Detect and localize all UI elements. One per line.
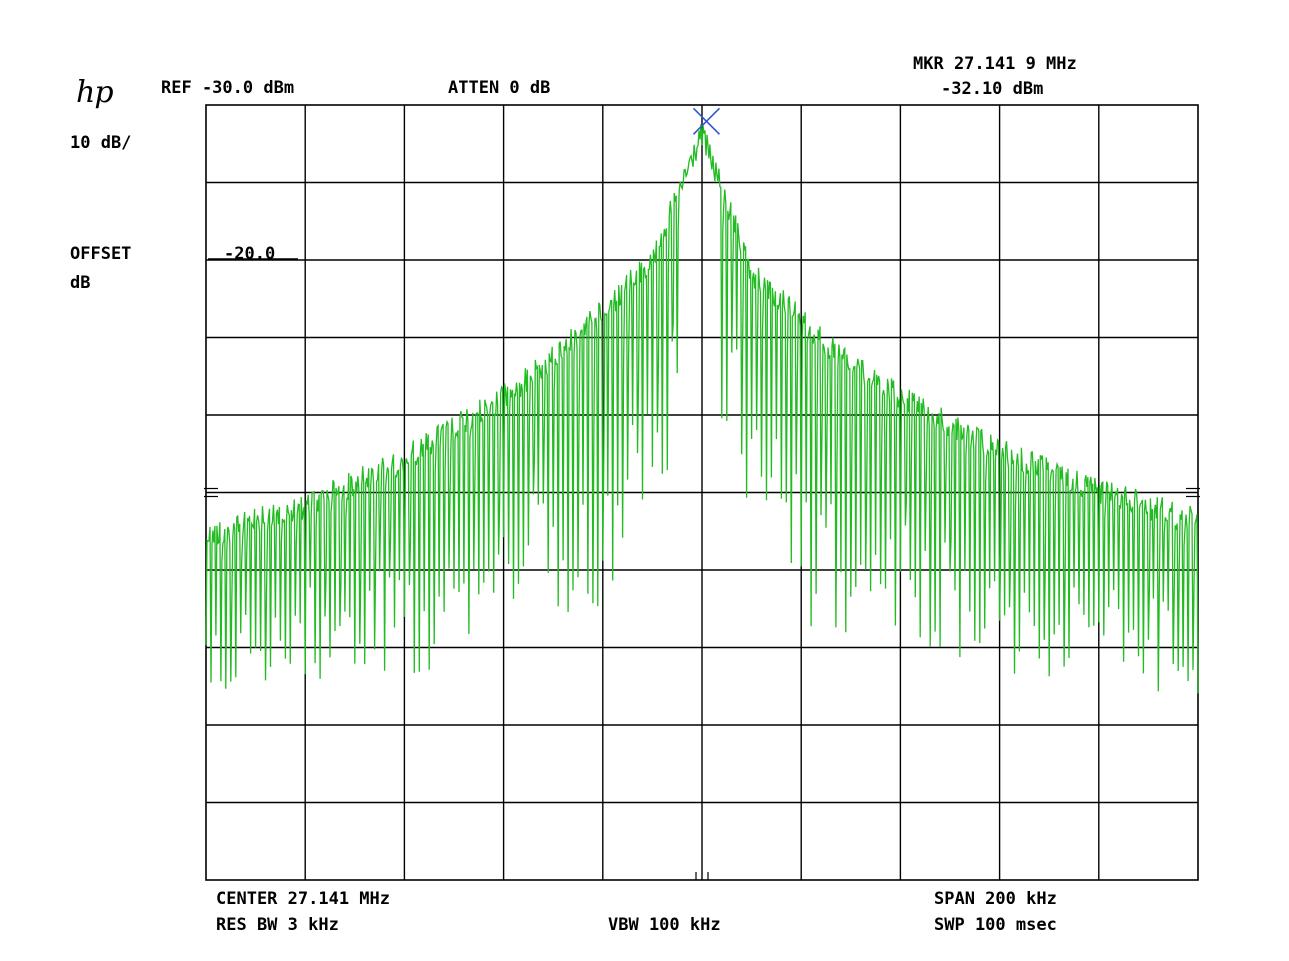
graticule-ticks <box>204 258 1200 880</box>
hp-logo: hp <box>76 75 114 110</box>
attenuation-label: ATTEN 0 dB <box>448 78 551 98</box>
res-bw-label: RES BW 3 kHz <box>216 915 339 935</box>
spectrum-trace <box>205 123 1199 694</box>
scale-label: 10 dB/ <box>70 133 132 153</box>
center-frequency-label: CENTER 27.141 MHz <box>216 889 390 909</box>
marker-stroke <box>692 107 721 135</box>
sweep-time-label: SWP 100 msec <box>934 915 1057 935</box>
offset-unit-label: dB <box>70 273 91 293</box>
marker-level-label: -32.10 dBm <box>941 79 1044 99</box>
ref-level-label: REF -30.0 dBm <box>161 78 295 98</box>
span-label: SPAN 200 kHz <box>934 889 1057 909</box>
x-marker-icon <box>692 107 721 135</box>
vbw-label: VBW 100 kHz <box>608 915 721 935</box>
offset-label: OFFSET <box>70 244 132 264</box>
graticule <box>205 104 1199 881</box>
marker-frequency-label: MKR 27.141 9 MHz <box>913 54 1077 74</box>
